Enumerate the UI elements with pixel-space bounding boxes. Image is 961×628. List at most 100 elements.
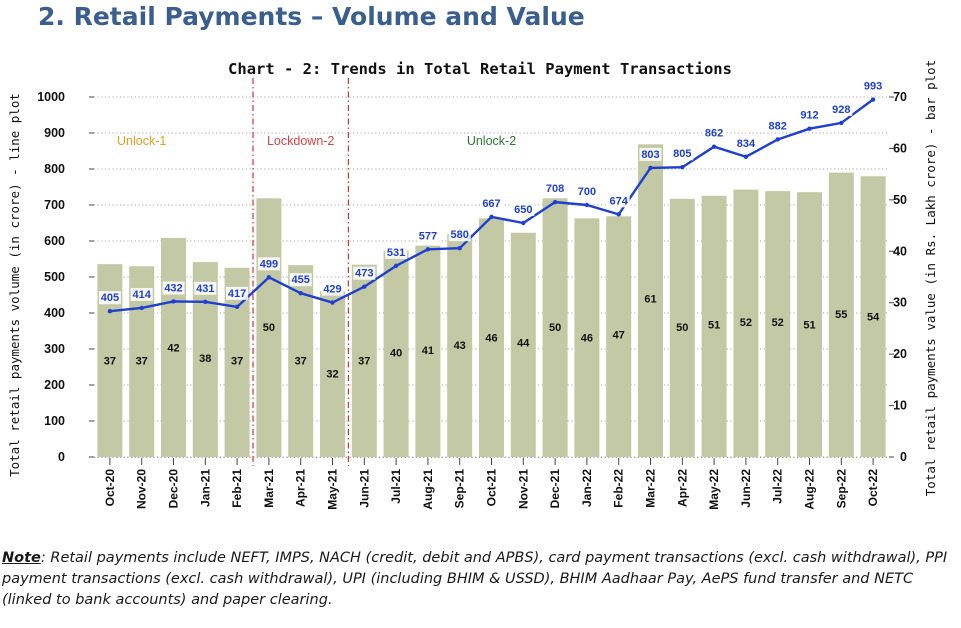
bar	[479, 218, 504, 457]
line-point	[839, 120, 844, 126]
bar	[161, 237, 186, 457]
line-label-bg	[734, 136, 757, 150]
x-tick-label: Jun-22	[739, 469, 753, 508]
line-label-bg	[289, 273, 312, 287]
line-label-bg	[830, 102, 853, 116]
y-tick-label-left: 800	[44, 162, 65, 176]
bar-series: 37 37 42 38 37 50 37 32 37 40 41 43 46 44 50 46 47 61 50 51…	[97, 144, 886, 458]
y-tick-label-right: 70	[893, 90, 907, 104]
line-label-bg	[98, 291, 121, 305]
line-point	[425, 247, 431, 252]
line-point	[203, 299, 208, 305]
chart-svg: Chart - 2: Trends in Total Retail Paymen…	[7, 60, 938, 510]
x-tick-label: Jan-21	[198, 469, 212, 507]
line-label-bg	[575, 185, 598, 198]
line-label-bg	[385, 245, 408, 259]
x-tick-label: Oct-22	[866, 469, 880, 507]
phase-label: Unlock-1	[117, 134, 166, 148]
bar-value-label: 37	[295, 355, 307, 367]
x-tick-label: Feb-21	[230, 469, 244, 508]
x-tick-label: Mar-21	[262, 469, 276, 508]
bar	[351, 264, 377, 457]
line-label-bg	[862, 79, 885, 93]
line-value-label: 928	[832, 104, 850, 116]
line-value-label: 650	[514, 204, 532, 216]
bar-value-label: 42	[167, 343, 179, 355]
bar	[828, 172, 854, 457]
bar-value-label: 50	[263, 322, 275, 334]
x-tick-label: Dec-20	[167, 469, 181, 509]
line-point	[107, 309, 113, 314]
y-tick-label-left: 1000	[37, 90, 65, 104]
y-tick-label-right: 20	[893, 347, 907, 361]
bar-value-label: 52	[772, 317, 784, 329]
bar-value-label: 37	[358, 355, 370, 367]
line-value-label: 708	[546, 183, 564, 195]
x-tick-label: Jun-21	[357, 469, 371, 508]
y-tick-label-right: 60	[893, 141, 907, 155]
bar	[320, 291, 345, 457]
bar-value-label: 38	[199, 353, 211, 365]
y-tick-label-right: 50	[893, 193, 907, 207]
line-label-bg	[162, 281, 185, 295]
bar	[701, 195, 727, 457]
x-tick-label: Mar-22	[644, 469, 658, 508]
chart-title: Chart - 2: Trends in Total Retail Paymen…	[228, 60, 732, 78]
x-tick-label: Apr-21	[294, 469, 308, 507]
line-point	[584, 202, 590, 208]
bar	[510, 232, 536, 457]
line-value-label: 417	[228, 288, 246, 300]
line-point	[521, 220, 526, 226]
line-label-bg	[416, 229, 439, 243]
line-value-label: 429	[323, 284, 341, 296]
line-point	[457, 246, 462, 251]
y-tick-label-left: 900	[44, 126, 65, 140]
retail-payments-chart: Chart - 2: Trends in Total Retail Paymen…	[0, 48, 961, 548]
x-tick-label: Dec-21	[548, 469, 562, 509]
bar-value-label: 40	[390, 348, 402, 360]
bar-value-label: 51	[708, 319, 720, 331]
line-value-label: 803	[641, 149, 659, 161]
bar	[574, 218, 600, 457]
y-tick-label-left: 100	[44, 414, 65, 428]
bar-value-label: 41	[422, 345, 434, 357]
line-label-bg	[448, 228, 471, 242]
line-value-label: 405	[101, 292, 119, 304]
y-tick-label-left: 400	[44, 306, 65, 320]
line-label-bg	[353, 266, 376, 280]
bar-value-label: 47	[613, 330, 625, 342]
bar	[638, 144, 663, 458]
y-tick-label-left: 500	[44, 270, 65, 284]
line-point	[552, 199, 558, 205]
bar-value-label: 50	[549, 322, 561, 334]
line-value-label: 577	[419, 230, 437, 242]
phase-label: Unlock-2	[467, 134, 516, 148]
line-point	[171, 299, 176, 304]
bar	[669, 198, 695, 458]
bar	[797, 192, 822, 457]
y-tick-label-left: 300	[44, 342, 65, 356]
x-tick-label: Sep-21	[453, 469, 467, 509]
phase-annotations: Unlock-1 Lockdown-2 Unlock-2	[117, 134, 516, 148]
line-value-label: 431	[196, 283, 214, 295]
line-point	[330, 300, 335, 305]
x-tick-label: Nov-21	[516, 469, 530, 509]
phase-dividers	[252, 78, 349, 466]
line-value-label: 805	[673, 148, 691, 160]
line-value-label: 432	[164, 282, 182, 294]
y-tick-label-left: 600	[44, 234, 65, 248]
y-tick-label-left: 0	[58, 450, 65, 464]
line-value-label: 700	[578, 186, 596, 198]
line-label-bg	[130, 287, 153, 301]
line-label-bg	[321, 282, 344, 296]
line-point	[298, 291, 303, 296]
line-label-bg	[703, 126, 726, 140]
line-point	[234, 304, 240, 310]
footnote-label: Note	[2, 550, 41, 566]
bar	[765, 191, 791, 457]
line-point	[362, 284, 367, 289]
bar	[860, 176, 886, 457]
x-tick-label: Oct-21	[485, 469, 499, 507]
line-value-label: 580	[451, 229, 469, 241]
line-point	[680, 165, 685, 170]
